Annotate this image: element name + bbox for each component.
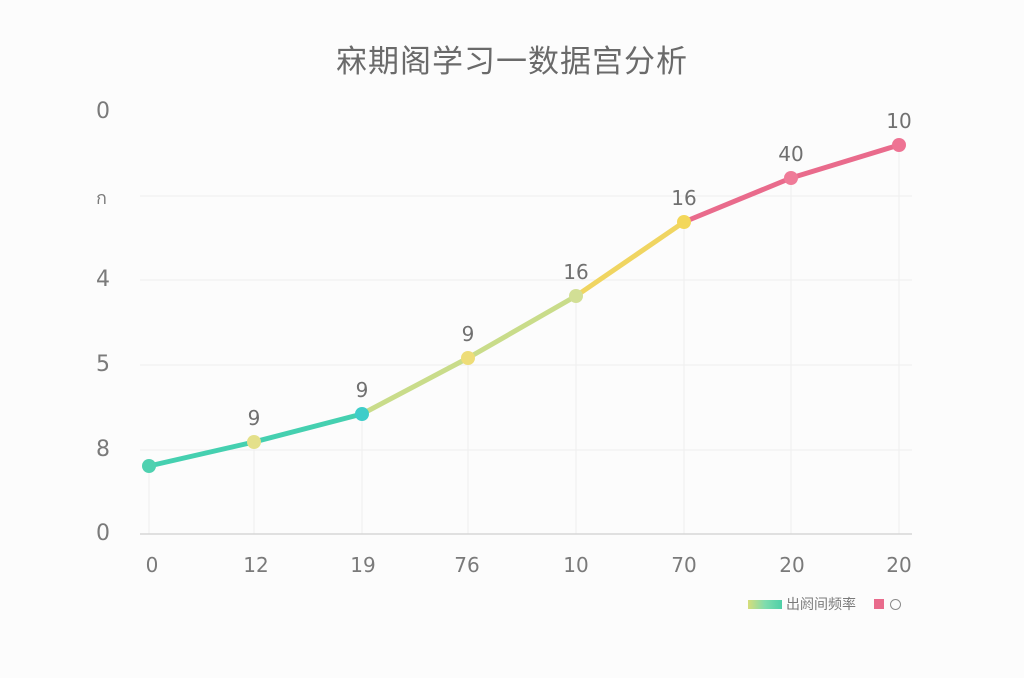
- legend-label[interactable]: 出阏间频率: [786, 597, 856, 613]
- data-label: 16: [563, 260, 589, 284]
- data-label: 16: [671, 186, 697, 210]
- y-tick: 4: [96, 267, 110, 292]
- x-tick: 20: [886, 553, 912, 577]
- x-tick: 19: [350, 553, 376, 577]
- data-label: 10: [886, 109, 912, 133]
- x-tick: 12: [243, 553, 269, 577]
- gridlines: [140, 145, 912, 534]
- x-tick: 20: [779, 553, 805, 577]
- y-tick: 8: [96, 437, 110, 462]
- chart-title: 㝝期阁学习一数据宫分析: [336, 44, 688, 80]
- y-tick: ก: [96, 188, 107, 209]
- x-tick: 0: [145, 553, 159, 577]
- x-tick: 76: [454, 553, 480, 577]
- y-tick: 0: [96, 521, 110, 546]
- series-line: [146, 142, 902, 469]
- y-tick: 5: [96, 352, 110, 377]
- data-label: 9: [355, 378, 369, 402]
- x-tick: 10: [563, 553, 589, 577]
- legend-circle-icon[interactable]: [890, 598, 901, 610]
- legend-swatch-pink: [874, 599, 884, 609]
- data-label: 40: [778, 142, 804, 166]
- legend-swatch-gradient: [748, 599, 782, 609]
- y-tick: 0: [96, 99, 110, 124]
- data-label: 9: [461, 322, 475, 346]
- data-label: 9: [247, 406, 261, 430]
- legend: 出阏间频率: [748, 594, 901, 614]
- data-markers: [142, 138, 906, 473]
- x-tick: 70: [671, 553, 697, 577]
